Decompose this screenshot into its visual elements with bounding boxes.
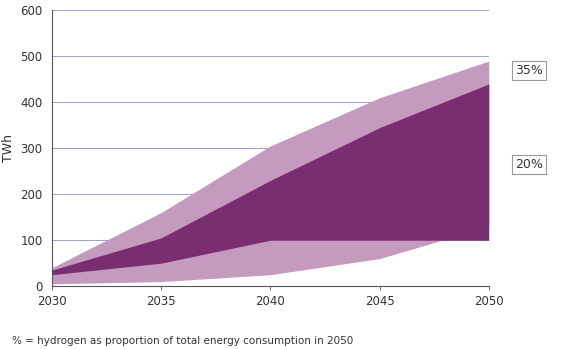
Y-axis label: TWh: TWh <box>2 134 15 162</box>
Text: 35%: 35% <box>515 64 543 77</box>
Text: % = hydrogen as proportion of total energy consumption in 2050: % = hydrogen as proportion of total ener… <box>12 335 352 346</box>
Text: 20%: 20% <box>515 158 543 171</box>
